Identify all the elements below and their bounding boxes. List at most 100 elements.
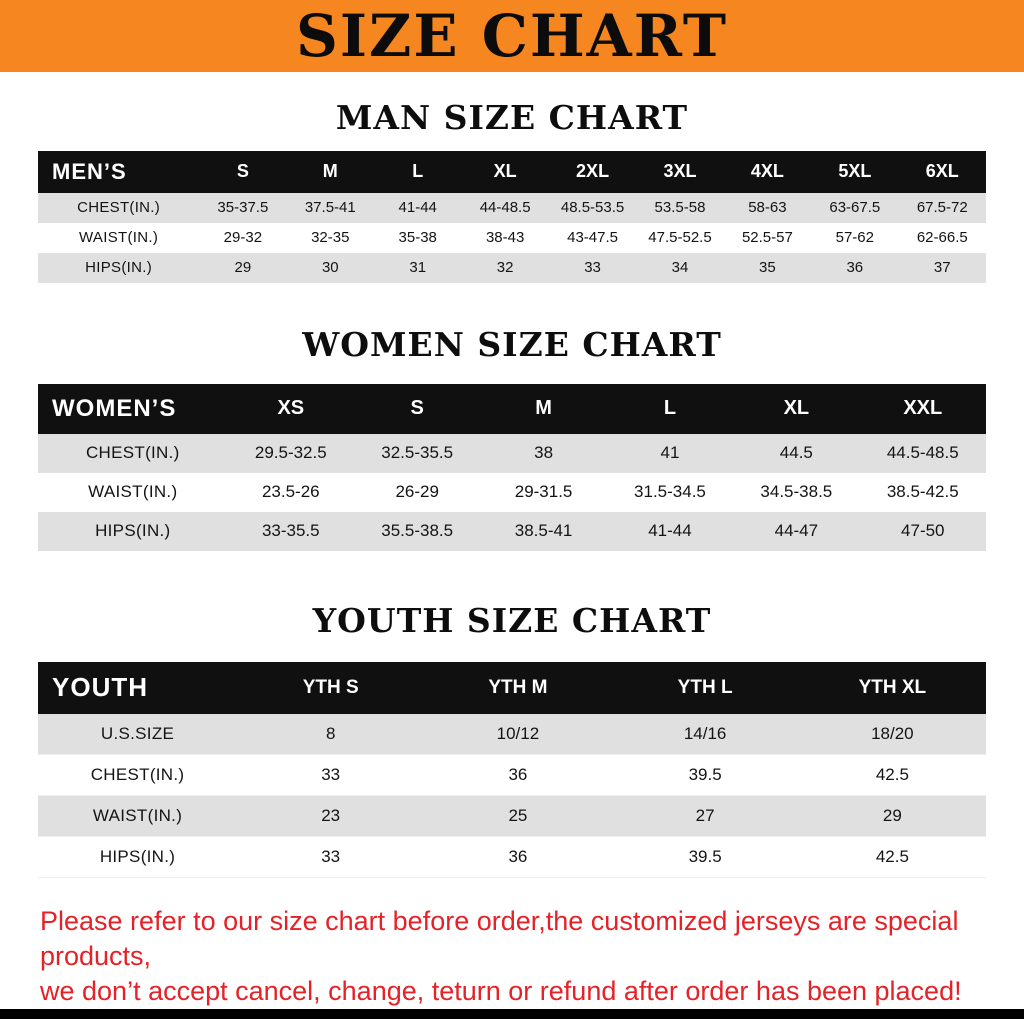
women-col-header: XL [733, 383, 860, 434]
row-label: U.S.SIZE [38, 713, 238, 756]
size-cell: 41-44 [648, 521, 692, 541]
size-cell: 58-63 [748, 199, 787, 217]
size-cell: 47-50 [901, 521, 945, 541]
size-cell: 62-66.5 [916, 229, 968, 247]
disclaimer-line-1: Please refer to our size chart before or… [40, 906, 959, 972]
disclaimer-line-2: we don’t accept cancel, change, teturn o… [40, 976, 962, 1007]
size-cell: 30 [321, 259, 339, 277]
men-col-header: S [199, 150, 287, 193]
size-cell: 37 [933, 259, 951, 277]
women-header-row: WOMEN’S XS S M L XL XXL [38, 383, 986, 434]
men-col-header: M [286, 150, 374, 193]
men-header-row: MEN’S S M L XL 2XL 3XL 4XL 5XL 6XL [38, 150, 986, 193]
size-cell: 42.5 [798, 836, 986, 879]
size-cell: 52.5-57 [741, 229, 793, 247]
size-cell: 14/16 [611, 713, 799, 756]
size-cell: 35-38 [398, 229, 437, 247]
women-col-header: M [480, 383, 607, 434]
size-cell: 43-47.5 [567, 229, 618, 247]
size-cell: 47.5-52.5 [648, 229, 712, 247]
size-cell: 57-62 [835, 229, 874, 247]
size-cell: 36 [424, 836, 612, 879]
youth-col-header: YTH XL [798, 661, 986, 714]
men-col-header: 2XL [548, 150, 637, 193]
size-cell: 8 [237, 713, 425, 756]
size-cell: 29.5-32.5 [254, 443, 327, 463]
row-label: WAIST(IN.) [88, 482, 178, 502]
men-waist-row: WAIST(IN.) 29-32 32-35 35-38 38-43 43-47… [38, 222, 986, 253]
row-label: WAIST(IN.) [79, 229, 159, 247]
size-cell: 10/12 [424, 713, 612, 756]
size-cell: 18/20 [798, 713, 986, 756]
youth-waist-row: WAIST(IN.) 23 25 27 29 [38, 795, 986, 838]
men-col-header: 6XL [898, 150, 986, 193]
size-cell: 35-37.5 [217, 199, 269, 217]
size-cell: 36 [846, 259, 864, 277]
women-waist-row: WAIST(IN.) 23.5-26 26-29 29-31.5 31.5-34… [38, 472, 986, 512]
bottom-bar [0, 1009, 1024, 1019]
size-cell: 38.5-42.5 [886, 482, 959, 502]
size-cell: 38.5-41 [514, 521, 573, 541]
size-cell: 67.5-72 [916, 199, 968, 217]
row-label: CHEST(IN.) [77, 199, 161, 217]
men-col-header: L [374, 150, 462, 193]
row-label: HIPS(IN.) [85, 259, 153, 277]
size-cell: 34 [671, 259, 689, 277]
youth-col-header: YTH M [424, 661, 612, 714]
men-col-header: 3XL [636, 150, 724, 193]
youth-col-header: YTH S [237, 661, 425, 714]
youth-section-heading: YOUTH SIZE CHART [312, 600, 712, 640]
size-cell: 31 [409, 259, 427, 277]
page-title: SIZE CHART [295, 1, 729, 70]
youth-size-table: YOUTH YTH S YTH M YTH L YTH XL U.S.SIZE … [38, 661, 986, 879]
size-cell: 48.5-53.5 [560, 199, 625, 217]
row-label: CHEST(IN.) [38, 754, 238, 797]
size-cell: 23 [237, 795, 425, 838]
size-cell: 53.5-58 [654, 199, 706, 217]
women-section-heading: WOMEN SIZE CHART [302, 324, 722, 364]
women-col-header: S [353, 383, 481, 434]
men-col-header: 5XL [811, 150, 899, 193]
size-cell: 38 [534, 443, 554, 463]
women-col-header: L [606, 383, 734, 434]
women-col-header: XS [227, 383, 354, 434]
size-cell: 38-43 [485, 229, 525, 247]
size-cell: 26-29 [395, 482, 439, 502]
size-cell: 44-48.5 [479, 199, 531, 217]
size-cell: 37.5-41 [304, 199, 356, 217]
youth-header-row: YOUTH YTH S YTH M YTH L YTH XL [38, 661, 986, 714]
youth-hips-row: HIPS(IN.) 33 36 39.5 42.5 [38, 836, 986, 879]
youth-chest-row: CHEST(IN.) 33 36 39.5 42.5 [38, 754, 986, 797]
men-col-header: XL [461, 150, 549, 193]
banner: SIZE CHART [0, 0, 1024, 72]
size-cell: 41-44 [398, 199, 437, 217]
women-col-header: XXL [859, 383, 986, 434]
size-cell: 42.5 [798, 754, 986, 797]
men-hips-row: HIPS(IN.) 29 30 31 32 33 34 35 36 37 [38, 252, 986, 283]
size-cell: 34.5-38.5 [760, 482, 833, 502]
row-label: WAIST(IN.) [38, 795, 238, 838]
men-section-heading: MAN SIZE CHART [335, 97, 689, 137]
size-cell: 35.5-38.5 [381, 521, 454, 541]
size-cell: 29-32 [223, 229, 263, 247]
size-cell: 36 [424, 754, 612, 797]
size-cell: 33 [237, 836, 425, 879]
men-chest-row: CHEST(IN.) 35-37.5 37.5-41 41-44 44-48.5… [38, 192, 986, 223]
men-table-label: MEN’S [38, 150, 200, 193]
size-cell: 33 [237, 754, 425, 797]
size-cell: 32-35 [311, 229, 350, 247]
youth-table-label: YOUTH [38, 661, 238, 714]
men-size-table: MEN’S S M L XL 2XL 3XL 4XL 5XL 6XL CHEST… [38, 150, 986, 283]
size-cell: 32 [496, 259, 514, 277]
women-size-table: WOMEN’S XS S M L XL XXL CHEST(IN.) 29.5-… [38, 383, 986, 551]
size-cell: 39.5 [611, 836, 799, 879]
size-cell: 29 [234, 259, 252, 277]
size-cell: 32.5-35.5 [381, 443, 454, 463]
men-col-header: 4XL [723, 150, 812, 193]
row-label: CHEST(IN.) [85, 443, 180, 463]
size-cell: 44-47 [774, 521, 819, 541]
row-label: HIPS(IN.) [38, 836, 238, 879]
size-cell: 44.5 [779, 443, 813, 463]
size-cell: 33-35.5 [261, 521, 320, 541]
